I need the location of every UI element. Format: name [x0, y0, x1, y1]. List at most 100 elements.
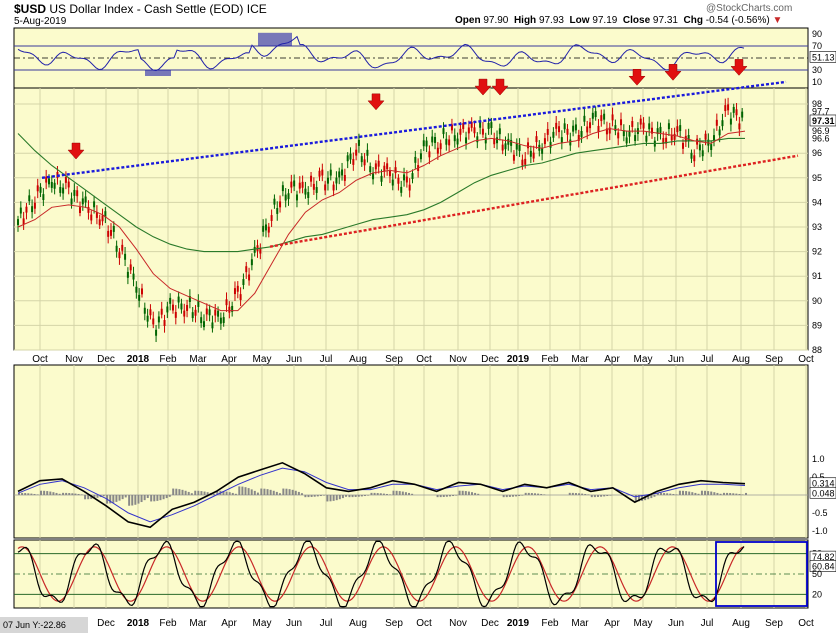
price-body: [569, 139, 572, 146]
macd-histogram-bar: [408, 492, 411, 495]
macd-histogram-bar: [385, 493, 388, 495]
macd-histogram-bar: [222, 491, 225, 495]
price-body: [228, 306, 231, 313]
instrument-name: US Dollar Index - Cash Settle (EOD): [49, 2, 244, 16]
macd-histogram-bar: [36, 494, 39, 495]
price-body: [496, 137, 499, 144]
macd-histogram-bar: [162, 495, 165, 500]
price-body: [324, 184, 327, 191]
price-body: [315, 187, 318, 193]
price-tick-label: 96.6: [812, 133, 830, 143]
price-body: [248, 274, 251, 281]
symbol-label: $USD: [14, 2, 47, 16]
price-body: [363, 159, 366, 166]
open-value: 97.90: [483, 15, 509, 26]
price-body: [665, 137, 668, 144]
macd-tick-label: 0.048: [812, 488, 835, 498]
macd-histogram-bar: [634, 495, 637, 502]
x-tick-label: Aug: [349, 354, 367, 365]
price-body: [329, 169, 332, 176]
price-body: [50, 181, 53, 188]
price-panel: [13, 87, 809, 351]
price-body: [741, 111, 744, 118]
chg-label: Chg: [683, 15, 703, 26]
price-tick-label: 88: [812, 345, 822, 355]
price-body: [419, 153, 422, 160]
price-body: [408, 184, 411, 191]
price-body: [298, 182, 301, 189]
price-body: [217, 310, 220, 317]
macd-histogram-bar: [568, 492, 571, 495]
price-body: [659, 126, 662, 133]
price-body: [281, 185, 284, 192]
macd-histogram-bar: [197, 490, 200, 495]
macd-histogram-bar: [584, 493, 587, 495]
price-body: [594, 111, 597, 118]
macd-histogram-bar: [392, 490, 395, 495]
macd-histogram-bar: [697, 493, 700, 495]
price-body: [729, 118, 732, 125]
macd-histogram-bar: [341, 495, 344, 499]
macd-histogram-bar: [187, 491, 190, 495]
price-body: [160, 308, 163, 315]
watermark: @StockCharts.com: [706, 3, 793, 14]
macd-histogram-bar: [521, 495, 524, 496]
price-body: [462, 123, 465, 129]
price-body: [341, 169, 344, 176]
price-body: [191, 312, 194, 319]
price-body: [642, 122, 645, 129]
price-tick-label: 91: [812, 271, 822, 281]
price-body: [622, 130, 625, 137]
price-body: [321, 169, 324, 176]
price-body: [124, 253, 127, 260]
price-body: [552, 131, 555, 138]
stoch-tick-label: 74.82: [812, 552, 835, 562]
macd-histogram-bar: [675, 494, 678, 495]
highlight-box: [715, 541, 808, 607]
price-body: [135, 286, 138, 293]
x-tick-label: Dec: [97, 354, 115, 365]
macd-histogram-bar: [370, 492, 373, 495]
price-body: [70, 198, 73, 205]
price-body: [535, 136, 538, 143]
price-body: [357, 139, 360, 146]
price-body: [36, 185, 39, 192]
macd-histogram-bar: [55, 492, 58, 495]
macd-histogram-bar: [80, 494, 83, 495]
macd-histogram-bar: [540, 493, 543, 495]
price-body: [490, 122, 493, 129]
price-body: [597, 125, 600, 132]
price-body: [366, 149, 369, 156]
macd-histogram-bar: [128, 495, 131, 506]
price-body: [307, 192, 310, 198]
price-body: [95, 212, 98, 218]
macd-histogram-bar: [332, 495, 335, 501]
price-body: [194, 309, 197, 316]
price-body: [673, 133, 676, 140]
macd-histogram-bar: [96, 495, 99, 498]
price-body: [318, 170, 321, 177]
macd-histogram-bar: [663, 493, 666, 495]
macd-histogram-bar: [682, 490, 685, 495]
price-body: [109, 229, 112, 236]
price-body: [284, 194, 287, 201]
price-body: [84, 196, 87, 203]
price-body: [510, 139, 513, 146]
macd-histogram-bar: [735, 493, 738, 495]
price-body: [245, 266, 248, 273]
price-body: [132, 273, 135, 280]
price-body: [129, 264, 132, 271]
macd-histogram-bar: [87, 495, 90, 500]
macd-histogram-bar: [367, 495, 370, 496]
price-body: [501, 144, 504, 151]
price-body: [617, 132, 620, 139]
macd-histogram-bar: [304, 495, 307, 498]
macd-histogram-bar: [732, 493, 735, 495]
macd-histogram-bar: [411, 493, 414, 495]
down-arrow-icon: [730, 59, 748, 76]
macd-histogram-bar: [156, 495, 159, 501]
macd-histogram-bar: [593, 495, 596, 498]
price-body: [470, 121, 473, 128]
price-body: [115, 245, 118, 252]
